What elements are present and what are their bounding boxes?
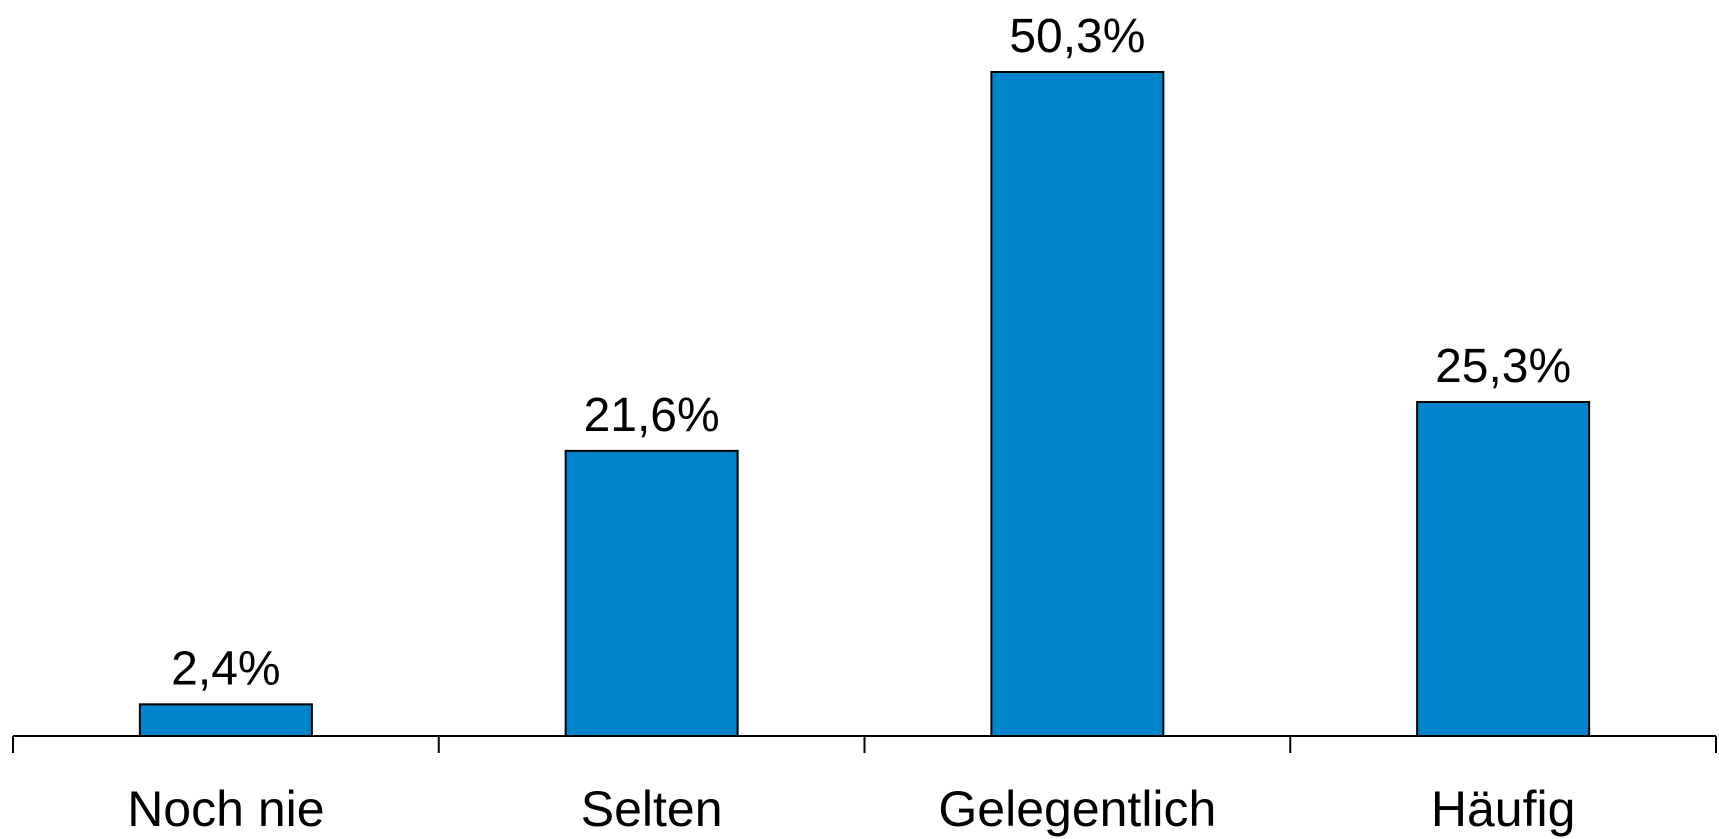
bar-häufig — [1416, 401, 1591, 737]
data-label-gelegentlich: 50,3% — [1009, 10, 1145, 63]
data-label-selten: 21,6% — [584, 389, 720, 442]
bar-noch-nie — [138, 703, 313, 738]
bar-selten — [564, 449, 739, 737]
category-label-gelegentlich: Gelegentlich — [938, 781, 1216, 837]
category-label-selten: Selten — [581, 781, 723, 837]
data-label-noch-nie: 2,4% — [171, 642, 280, 695]
bars-group — [138, 71, 1591, 738]
category-labels-group: Noch nie Selten Gelegentlich Häufig — [127, 781, 1575, 837]
data-label-häufig: 25,3% — [1435, 340, 1571, 393]
data-labels-group: 2,4% 21,6% 50,3% 25,3% — [171, 10, 1571, 695]
x-axis — [12, 735, 1717, 753]
category-label-noch-nie: Noch nie — [127, 781, 324, 837]
bar-gelegentlich — [990, 71, 1165, 737]
category-label-häufig: Häufig — [1431, 781, 1576, 837]
